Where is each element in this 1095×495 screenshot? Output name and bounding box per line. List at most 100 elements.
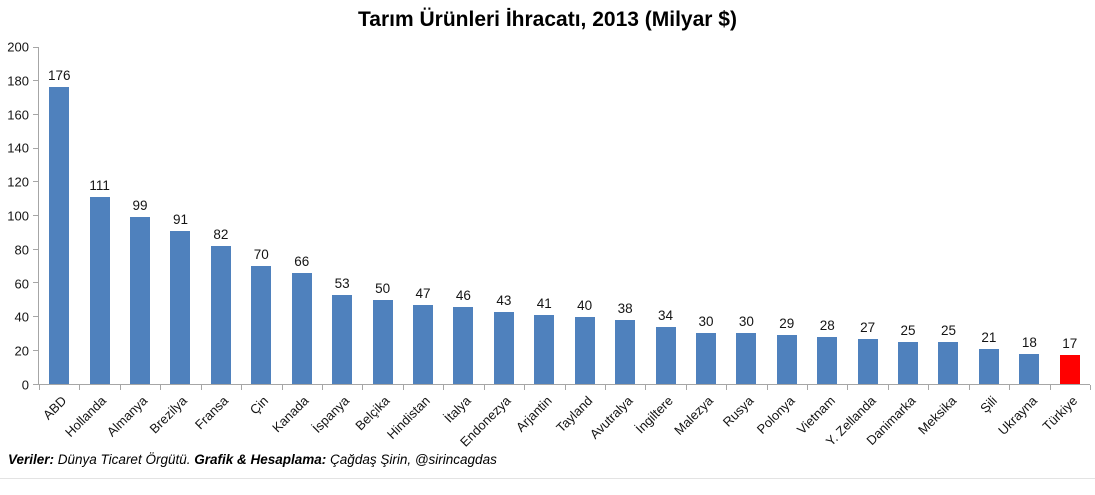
bar (413, 304, 433, 384)
bar (817, 336, 838, 384)
footer-segment-bold: Veriler: (8, 452, 55, 467)
x-axis-tick-mark (968, 385, 970, 390)
footer-segment-bold: Grafik & Hesaplama: (194, 452, 327, 467)
bottom-divider (0, 478, 1095, 479)
bar-cell: 38 (605, 47, 645, 384)
bar-value-label: 53 (334, 275, 350, 291)
bar-cell: 91 (160, 47, 200, 384)
bar-cell: 30 (686, 47, 726, 384)
bar-value-label: 176 (47, 68, 71, 84)
bar-cell: 99 (120, 47, 160, 384)
x-axis-tick-mark (766, 385, 768, 390)
bar-cell: 41 (524, 47, 564, 384)
bar (130, 217, 151, 384)
y-axis-tick-mark (33, 113, 38, 115)
bar-value-label: 30 (698, 314, 714, 330)
y-axis-labels: 0 20 40 60 80 100 120 140 160 180 200 (0, 40, 31, 393)
bar-value-label: 40 (577, 297, 593, 313)
y-axis-tick-mark (33, 215, 38, 216)
x-axis-tick-mark (887, 385, 889, 390)
x-axis-category-label: Çin (246, 393, 272, 418)
bar-value-label: 46 (455, 287, 471, 303)
x-axis-tick-mark (807, 385, 809, 390)
bar-cell: 21 (969, 47, 1009, 384)
bar-value-label: 82 (213, 226, 229, 242)
bar-cell: 25 (928, 47, 968, 384)
bar-value-label: 111 (89, 177, 110, 193)
y-axis-tick-label: 60 (14, 276, 29, 292)
bar-value-label: 50 (375, 280, 391, 296)
bar-value-label: 27 (860, 319, 876, 335)
bar (898, 341, 919, 384)
bar (776, 335, 797, 384)
bar-value-label: 17 (1062, 336, 1078, 352)
bar (493, 311, 514, 384)
x-axis-category-label: Rusya (720, 393, 757, 430)
x-axis-category-label: Şili (976, 393, 1000, 416)
bar (332, 294, 353, 384)
bar (655, 326, 676, 384)
bar-value-label: 43 (496, 292, 512, 308)
y-axis-tick-label: 180 (7, 73, 29, 89)
bar (938, 341, 959, 384)
y-axis-tick-label: 0 (21, 377, 29, 393)
bar (615, 319, 636, 384)
bar-value-label: 70 (253, 247, 269, 263)
bar (49, 87, 70, 384)
bar-value-label: 41 (536, 295, 552, 311)
bar-value-label: 25 (900, 322, 916, 338)
x-axis-tick-mark (79, 385, 81, 390)
bar (170, 230, 191, 384)
footer-segment: Çağdaş Şirin, @sirincagdas (326, 452, 497, 467)
bar-value-label: 66 (294, 253, 310, 269)
bar-value-label: 28 (819, 317, 835, 333)
x-axis-tick-mark (200, 385, 202, 390)
x-axis-category-label: İtalya (440, 393, 474, 426)
x-axis-tick-mark (160, 385, 162, 390)
y-axis-tick-label: 40 (14, 309, 29, 325)
x-axis-tick-mark (1090, 385, 1091, 390)
y-axis-tick-mark (33, 181, 38, 183)
y-axis-tick-label: 160 (7, 107, 29, 123)
x-axis-tick-mark (604, 385, 606, 390)
y-axis-tick-label: 120 (7, 174, 29, 190)
x-axis-tick-mark (1049, 385, 1051, 390)
x-label-cell: Meksika (915, 386, 968, 468)
bar-cell: 53 (322, 47, 362, 384)
bar (574, 316, 595, 384)
bar-cell: 34 (645, 47, 685, 384)
bar-cell: 29 (767, 47, 807, 384)
bar-cell: 176 (39, 47, 79, 384)
bar-value-label: 30 (738, 314, 754, 330)
bar-cell: 25 (888, 47, 928, 384)
bar (89, 196, 110, 384)
bar-cell: 18 (1009, 47, 1049, 384)
bar (372, 299, 393, 384)
bar (453, 306, 474, 384)
footer-segment: Dünya Ticaret Örgütü. (54, 452, 195, 467)
bar-cell: 111 (79, 47, 119, 384)
bar-cell: 43 (484, 47, 524, 384)
x-axis-tick-mark (483, 385, 485, 390)
bar (210, 245, 231, 384)
y-axis-tick-label: 20 (14, 343, 29, 359)
bar-cell: 27 (847, 47, 887, 384)
x-axis-tick-mark (362, 385, 364, 390)
bar-value-label: 91 (172, 211, 188, 227)
chart-title: Tarım Ürünleri İhracatı, 2013 (Milyar $) (358, 8, 737, 31)
x-label-cell: Türkiye (1040, 386, 1090, 468)
bar-value-label: 99 (132, 198, 148, 214)
bar-cell: 70 (241, 47, 281, 384)
bar (1059, 355, 1080, 384)
y-axis-tick-mark (33, 349, 38, 351)
y-axis-tick-label: 140 (7, 140, 29, 156)
bar (251, 266, 272, 384)
x-axis-tick-mark (564, 385, 566, 390)
bar-cell: 28 (807, 47, 847, 384)
bar (291, 272, 312, 384)
x-axis-tick-mark (847, 385, 849, 390)
bar-cell: 50 (362, 47, 402, 384)
y-axis-tick-mark (33, 46, 38, 48)
bar-value-label: 18 (1021, 334, 1037, 350)
